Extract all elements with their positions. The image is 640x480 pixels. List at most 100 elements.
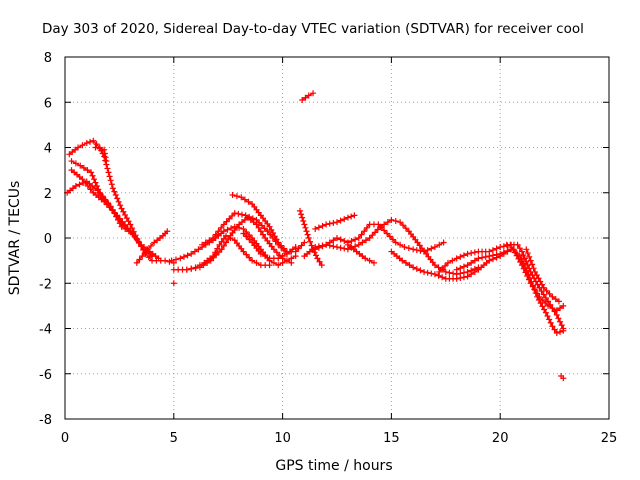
data-point [361, 228, 368, 235]
data-point [240, 248, 247, 255]
series-track-9 [183, 232, 273, 273]
data-point [283, 257, 290, 264]
data-point [220, 221, 227, 228]
data-point [366, 235, 373, 241]
data-point [72, 182, 79, 189]
data-point [121, 222, 128, 229]
data-point [439, 265, 446, 272]
data-point [170, 280, 177, 287]
data-point [351, 212, 358, 219]
data-point [532, 268, 539, 275]
y-tick-label: 8 [44, 51, 52, 66]
data-point [103, 158, 110, 165]
data-point [436, 241, 443, 248]
data-point [297, 207, 304, 214]
data-point [549, 293, 556, 300]
data-point [80, 179, 87, 186]
data-point [105, 201, 112, 208]
x-axis-label: GPS time / hours [275, 458, 392, 474]
data-point [262, 253, 269, 260]
data-point [348, 238, 355, 245]
series-track-4 [64, 178, 134, 235]
data-point [275, 255, 282, 262]
data-point [88, 169, 95, 176]
data-point [553, 330, 560, 337]
data-point [298, 211, 305, 218]
data-point [226, 215, 233, 222]
data-point [100, 194, 107, 201]
data-point [132, 235, 139, 241]
data-point [389, 236, 396, 243]
data-point [442, 268, 449, 275]
data-point [435, 264, 442, 271]
data-point [229, 212, 236, 219]
data-point [355, 235, 362, 241]
data-point [471, 268, 478, 275]
data-point [540, 291, 547, 298]
data-point [114, 213, 121, 220]
data-point [111, 188, 118, 195]
data-point [216, 241, 223, 248]
data-point [241, 196, 248, 203]
data-point [514, 241, 521, 248]
data-point [527, 280, 534, 287]
data-point [355, 241, 362, 248]
data-point [104, 165, 111, 172]
series-track-14 [299, 90, 317, 103]
data-point [233, 193, 240, 200]
data-point [164, 228, 171, 235]
data-point [525, 276, 532, 283]
data-point [102, 197, 109, 204]
data-point [147, 242, 154, 249]
data-point [299, 96, 306, 103]
data-point [168, 257, 175, 264]
data-point [444, 259, 451, 266]
data-point [421, 268, 428, 275]
data-point [370, 259, 377, 266]
data-point [92, 179, 99, 186]
data-point [195, 246, 202, 253]
data-point [460, 274, 467, 281]
data-point [191, 248, 198, 255]
data-point [366, 257, 373, 264]
data-point [497, 250, 504, 257]
data-point [206, 237, 213, 244]
data-point [341, 245, 348, 252]
data-point [139, 253, 146, 260]
data-point [102, 154, 109, 161]
data-point [558, 322, 565, 329]
data-point [127, 228, 134, 235]
axis-ticks: 0 5 10 15 20 25 -8 -6 -4 -2 0 2 4 6 8 [39, 51, 617, 446]
data-point [386, 233, 393, 240]
data-point [537, 278, 544, 285]
data-point [555, 315, 562, 322]
data-point [312, 252, 319, 259]
data-point [544, 313, 551, 320]
data-point [120, 208, 127, 215]
series-track-16 [312, 212, 358, 232]
data-point [535, 275, 542, 282]
data-point [400, 222, 407, 229]
plot-frame [64, 56, 610, 420]
data-point [275, 262, 282, 269]
data-point [428, 270, 435, 277]
data-point [330, 237, 337, 244]
data-point [243, 233, 250, 240]
data-point [130, 231, 136, 238]
data-point [372, 229, 379, 236]
data-point [547, 319, 554, 326]
data-point [369, 232, 376, 239]
series-line [506, 244, 564, 329]
data-point [307, 238, 314, 245]
data-point [536, 293, 543, 300]
data-point [80, 164, 87, 171]
data-point [253, 216, 260, 223]
data-point [424, 247, 431, 254]
data-point [392, 239, 399, 246]
data-point [310, 90, 317, 97]
data-point [79, 142, 86, 149]
data-point [184, 252, 191, 259]
data-point [489, 252, 496, 259]
data-point [359, 239, 366, 246]
data-point [323, 241, 330, 248]
